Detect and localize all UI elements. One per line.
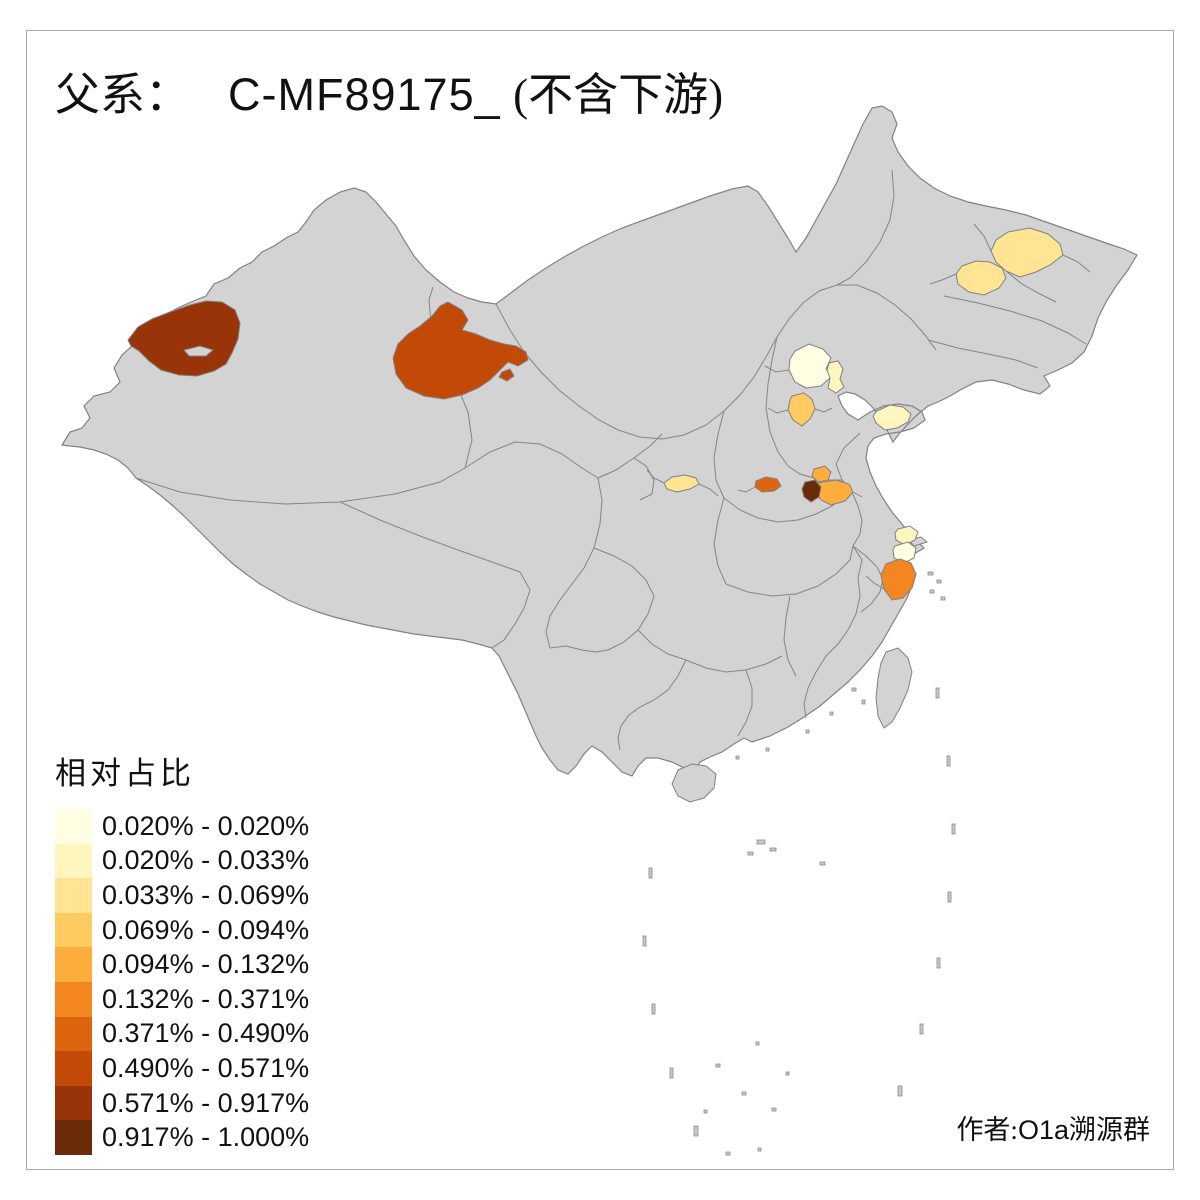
credit-prefix: 作者: bbox=[956, 1115, 1018, 1145]
legend-label: 0.020% - 0.033% bbox=[102, 845, 310, 876]
region-northeast-1 bbox=[990, 227, 1064, 278]
legend-swatch bbox=[55, 1016, 92, 1052]
credit-suffix: 溯源群 bbox=[1069, 1115, 1150, 1145]
hainan-island bbox=[671, 763, 717, 803]
title-suffix: (不含下游) bbox=[513, 70, 724, 120]
legend-label: 0.020% - 0.020% bbox=[102, 810, 310, 841]
region-north-central bbox=[392, 301, 529, 400]
legend-label: 0.917% - 1.000% bbox=[102, 1122, 310, 1153]
legend-swatch bbox=[55, 912, 92, 948]
legend-entry: 0.094% - 0.132% bbox=[55, 947, 309, 982]
legend-swatch bbox=[55, 809, 92, 844]
region-central bbox=[754, 476, 782, 493]
sea-islands bbox=[642, 571, 956, 1156]
legend-swatch bbox=[55, 981, 92, 1017]
page-title: 父系： C-MF89175_ (不含下游) bbox=[55, 58, 723, 123]
legend-entry: 0.069% - 0.094% bbox=[55, 912, 310, 948]
legend-label: 0.132% - 0.371% bbox=[102, 983, 310, 1014]
author-credit: 作者:O1a溯源群 bbox=[956, 1108, 1150, 1147]
taiwan-island bbox=[875, 647, 913, 729]
legend-label: 0.490% - 0.571% bbox=[102, 1052, 310, 1083]
legend: 相对占比 0.020% - 0.020% 0.020% - 0.033% 0.033… bbox=[55, 748, 309, 1155]
legend-label: 0.094% - 0.132% bbox=[102, 949, 310, 980]
region-coast-s bbox=[880, 558, 917, 601]
region-shandong-peninsula bbox=[872, 404, 912, 431]
legend-label: 0.371% - 0.490% bbox=[102, 1018, 310, 1049]
legend-entry: 0.020% - 0.020% bbox=[55, 809, 309, 844]
legend-label: 0.033% - 0.069% bbox=[102, 879, 310, 910]
legend-entry: 0.490% - 0.571% bbox=[55, 1051, 309, 1086]
legend-title: 相对占比 bbox=[55, 756, 195, 791]
region-coast-mid bbox=[892, 541, 917, 564]
province-borders bbox=[135, 169, 1091, 751]
highlighted-regions bbox=[127, 227, 1064, 601]
legend-swatch bbox=[55, 878, 92, 913]
credit-code: O1a bbox=[1017, 1115, 1069, 1145]
legend-swatch bbox=[55, 1120, 92, 1155]
plot-frame bbox=[26, 30, 1174, 1170]
region-central-west bbox=[663, 474, 700, 493]
region-tianjin-area bbox=[826, 360, 845, 394]
legend-entry: 0.033% - 0.069% bbox=[55, 878, 309, 913]
region-north-central-2 bbox=[498, 368, 515, 382]
region-beijing-area bbox=[788, 343, 832, 389]
region-east-cluster-n bbox=[811, 465, 832, 483]
legend-label: 0.069% - 0.094% bbox=[102, 914, 310, 945]
region-west-xinjiang bbox=[127, 300, 241, 377]
title-prefix: 父系： bbox=[55, 70, 191, 120]
region-coast-n bbox=[894, 525, 919, 546]
china-outline bbox=[61, 105, 1138, 784]
legend-entry: 0.132% - 0.371% bbox=[55, 981, 310, 1017]
legend-entry: 0.020% - 0.033% bbox=[55, 843, 310, 879]
legend-swatch bbox=[55, 947, 92, 982]
legend-label: 0.571% - 0.917% bbox=[102, 1087, 310, 1118]
legend-entry: 0.371% - 0.490% bbox=[55, 1016, 310, 1052]
title-haplogroup: C-MF89175_ bbox=[228, 69, 501, 120]
legend-swatch bbox=[55, 1085, 92, 1121]
legend-swatch bbox=[55, 1051, 92, 1086]
region-hebei-south bbox=[787, 392, 816, 427]
legend-entries: 0.020% - 0.020% 0.020% - 0.033% 0.033% - 0… bbox=[55, 809, 309, 1155]
legend-entry: 0.917% - 1.000% bbox=[55, 1120, 309, 1155]
legend-entry: 0.571% - 0.917% bbox=[55, 1085, 310, 1121]
legend-swatch bbox=[55, 843, 92, 879]
region-east-dark bbox=[801, 479, 822, 503]
region-northeast-2 bbox=[955, 260, 1007, 296]
region-west-xinjiang-enclave bbox=[183, 345, 215, 357]
